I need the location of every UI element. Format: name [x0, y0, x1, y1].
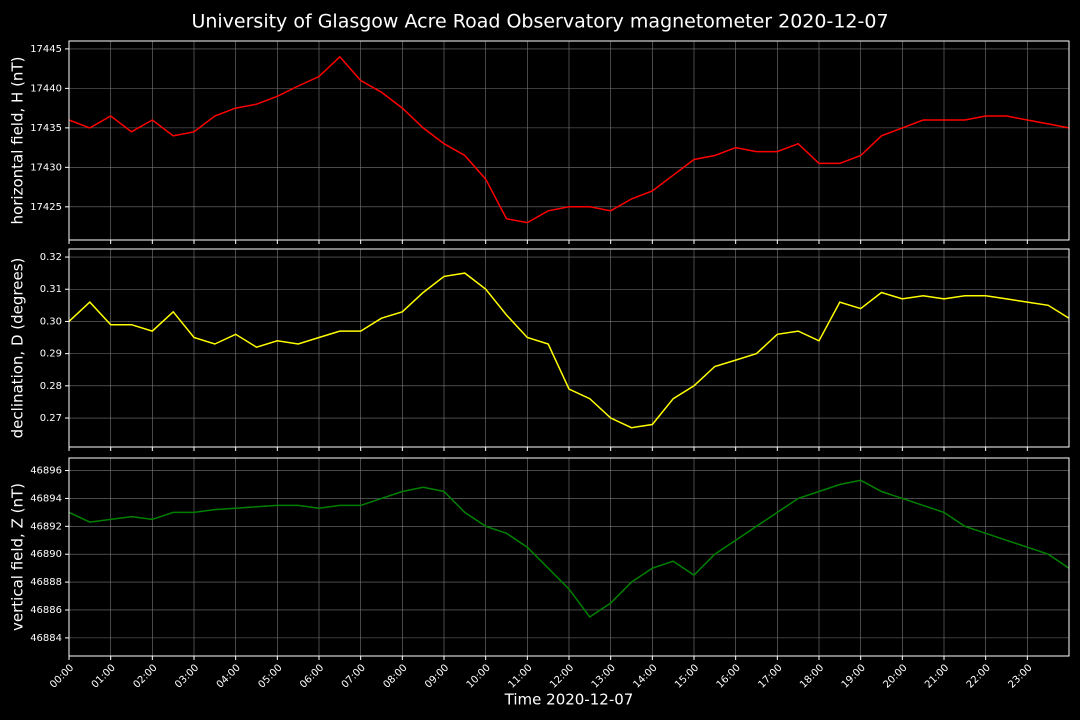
chart-title: University of Glasgow Acre Road Observat… [191, 11, 888, 33]
y-tick-label: 17435 [30, 123, 62, 134]
y-tick-label: 46894 [30, 493, 62, 504]
axes-frame [68, 40, 1070, 241]
y-tick-label: 46892 [30, 521, 62, 532]
axes-frame [68, 248, 1070, 448]
y-tick-label: 17445 [30, 44, 62, 55]
y-tick-label: 0.32 [40, 252, 62, 263]
axes-frame [68, 457, 1070, 657]
series-line [68, 479, 1070, 619]
y-tick-label: 0.30 [40, 316, 62, 327]
y-tick-label: 0.27 [40, 413, 62, 424]
y-tick-label: 46890 [30, 549, 62, 560]
y-tick-label: 0.28 [40, 381, 62, 392]
y-axis-label: declination, D (degrees) [9, 258, 27, 439]
series-line [68, 55, 1070, 224]
y-tick-label: 17425 [30, 202, 62, 213]
y-tick-label: 46884 [30, 633, 62, 644]
y-axis-label: horizontal field, H (nT) [9, 57, 27, 225]
y-tick-label: 17440 [30, 83, 62, 94]
y-tick-label: 46886 [30, 605, 62, 616]
y-tick-label: 0.31 [40, 284, 62, 295]
y-tick-label: 46896 [30, 466, 62, 477]
series-line [68, 272, 1070, 429]
y-axis-label: vertical field, Z (nT) [9, 483, 27, 631]
y-tick-label: 17430 [30, 162, 62, 173]
y-tick-label: 46888 [30, 577, 62, 588]
y-tick-label: 0.29 [40, 349, 62, 360]
x-axis-label: Time 2020-12-07 [504, 691, 634, 709]
